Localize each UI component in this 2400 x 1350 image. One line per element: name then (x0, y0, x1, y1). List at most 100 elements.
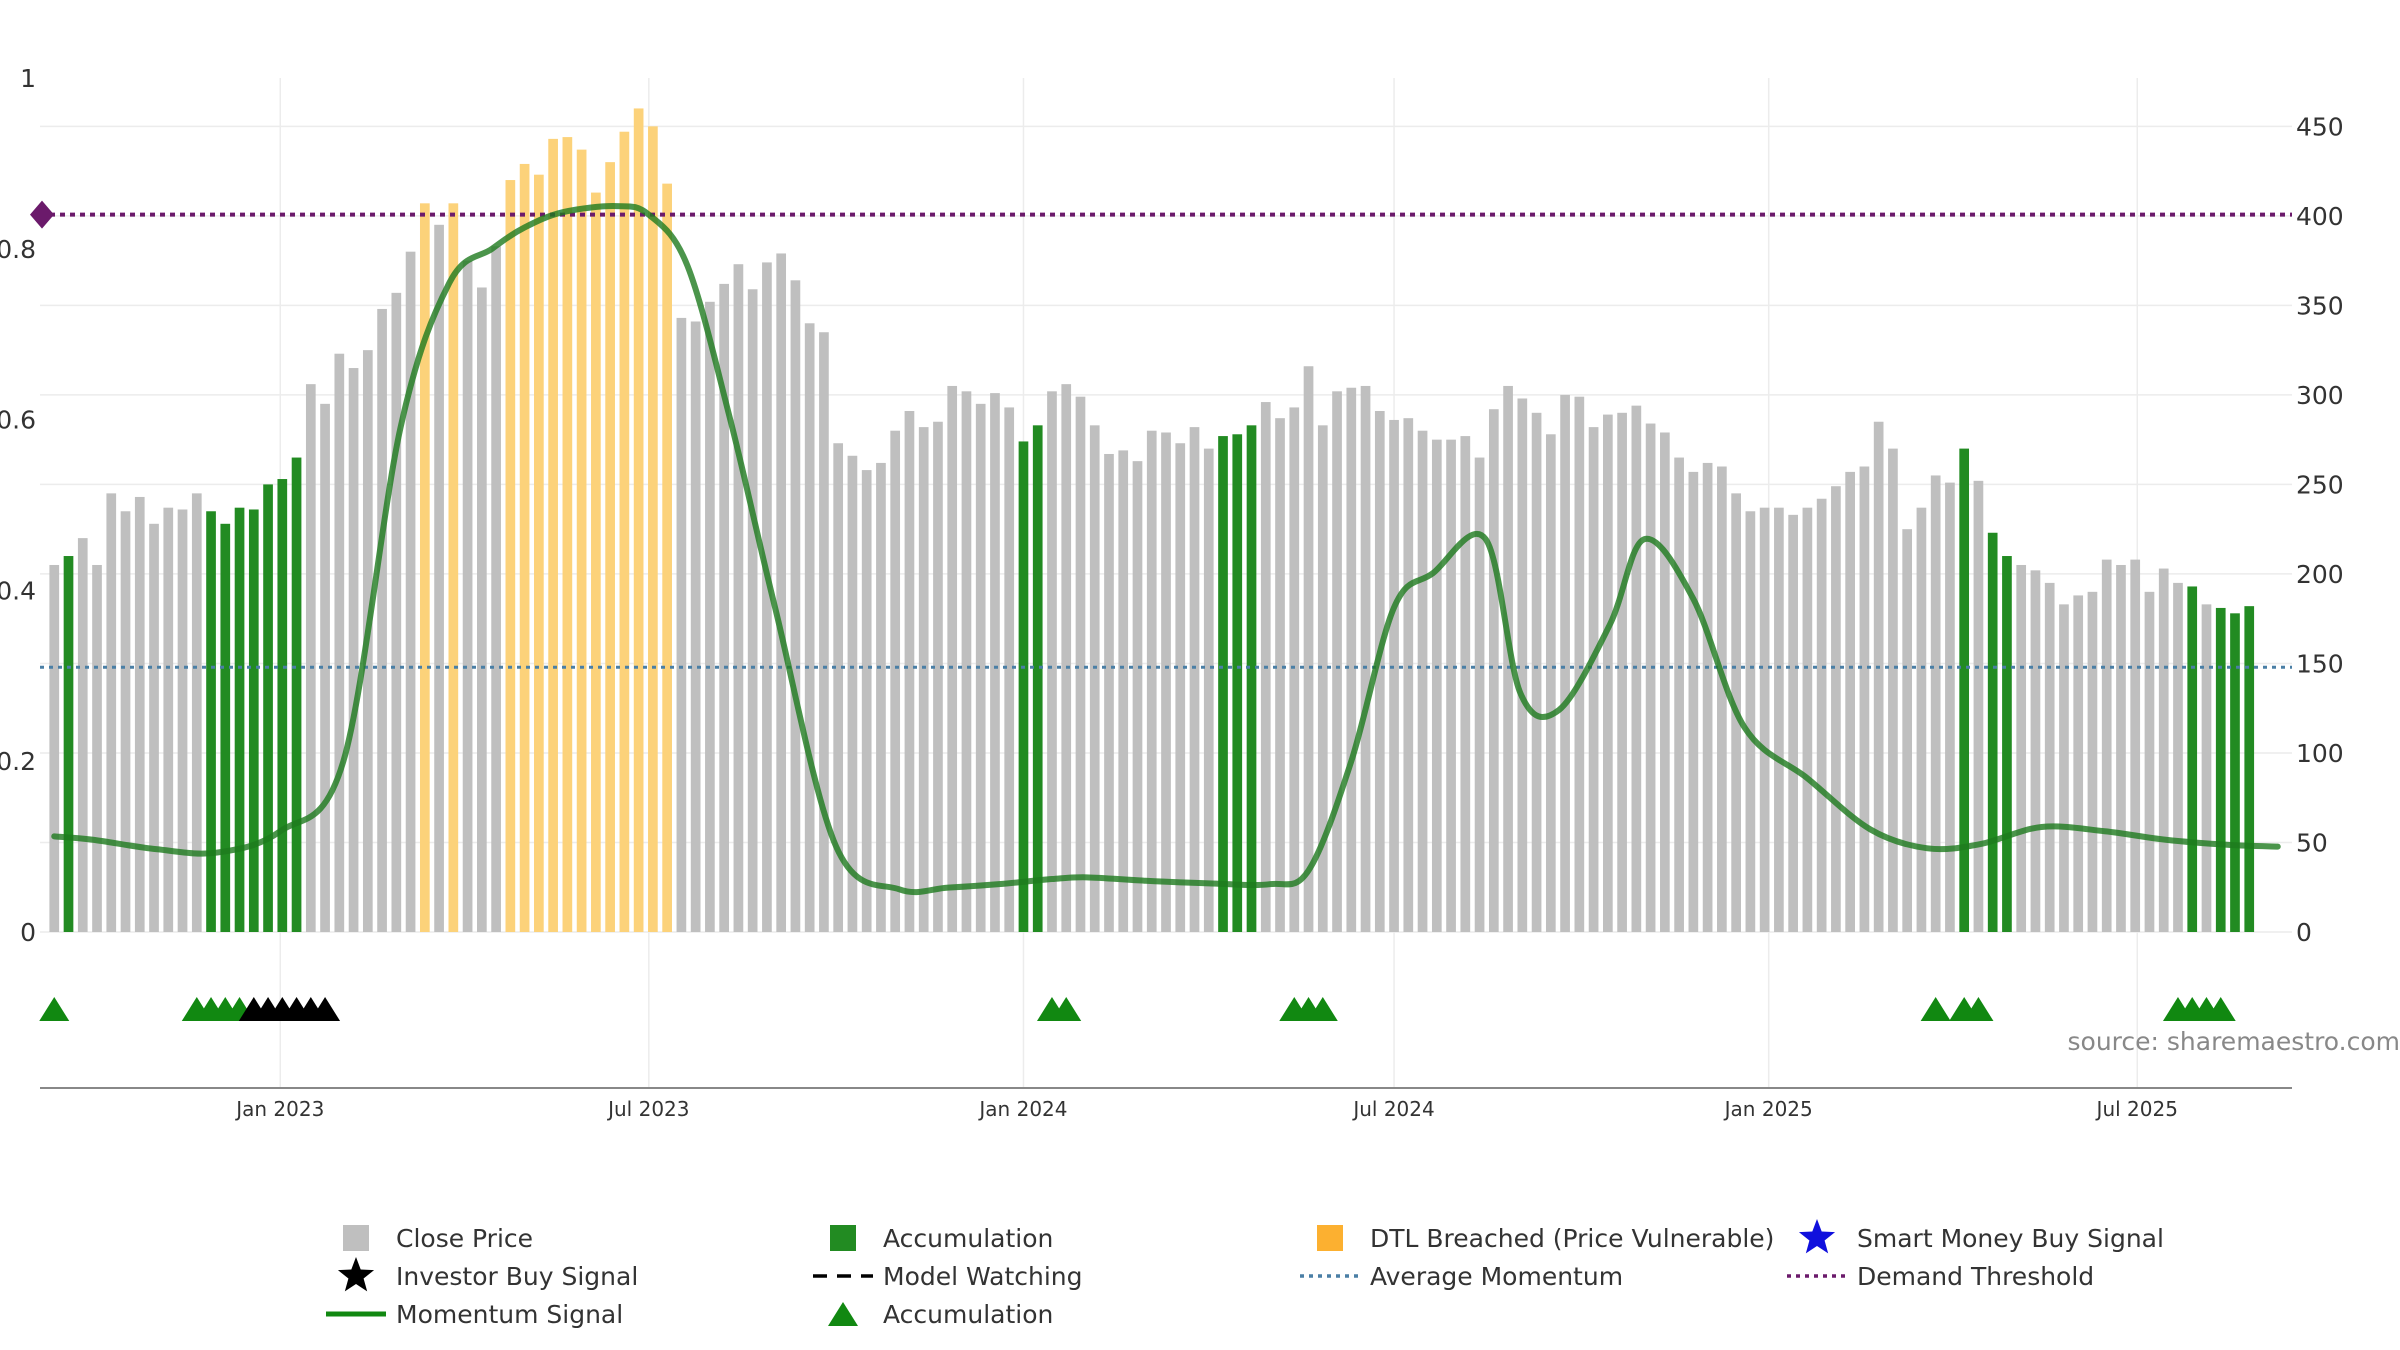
close-price-bar (1417, 430, 1428, 932)
close-price-bar (2116, 564, 2126, 932)
legend-item: Investor Buy Signal (337, 1257, 638, 1292)
close-price-bar (49, 564, 60, 932)
right-axis-tick-label: 350 (2296, 291, 2344, 320)
close-price-bar (2130, 559, 2141, 932)
legend-label: Accumulation (883, 1300, 1053, 1329)
close-price-bar (1902, 529, 1913, 932)
close-price-bar (1175, 443, 1186, 932)
close-price-bar (1560, 394, 1570, 933)
legend-item: Model Watching (813, 1262, 1083, 1291)
right-axis-tick-label: 150 (2296, 649, 2344, 678)
close-price-bar (391, 292, 402, 932)
legend-swatch (830, 1225, 856, 1251)
left-axis-tick-label: 0.2 (0, 747, 36, 776)
close-price-bar (747, 289, 758, 932)
close-price-bar (1346, 387, 1357, 932)
close-price-bar (120, 511, 131, 932)
demand-threshold-marker (30, 200, 54, 229)
close-price-bar (1717, 466, 1727, 932)
close-price-bar (1203, 448, 1214, 932)
legend-label: Close Price (396, 1224, 533, 1253)
accumulation-bar (220, 523, 231, 932)
close-price-bar (1289, 407, 1300, 933)
x-axis-tick-label: Jan 2024 (977, 1097, 1067, 1121)
legend-swatch (343, 1225, 369, 1251)
close-price-bar (1047, 391, 1057, 932)
legend-star-icon (1798, 1219, 1836, 1254)
close-price-bar (947, 385, 958, 933)
close-price-bar (2016, 564, 2027, 932)
x-axis-tick-label: Jan 2025 (1723, 1097, 1813, 1121)
legend: Close Price Accumulation DTL Breached (Pri… (326, 1219, 2164, 1329)
left-axis-tick-label: 0.6 (0, 406, 36, 435)
close-price-bar (1004, 407, 1015, 933)
close-price-bar (1888, 448, 1898, 932)
close-price-bar (1545, 434, 1556, 932)
close-price-bar (2201, 604, 2212, 932)
legend-item: Average Momentum (1300, 1262, 1623, 1291)
momentum-signal (51, 203, 2281, 896)
close-price-bar (904, 411, 915, 932)
accumulation-marker (39, 997, 70, 1021)
close-price-bar (1645, 423, 1656, 932)
accumulation-bar (1218, 436, 1228, 932)
close-price-bar (1446, 439, 1456, 932)
close-price-bar (1317, 425, 1328, 932)
watermark: source: sharemaestro.com (2068, 1027, 2400, 1056)
close-price-bar (1275, 418, 1285, 932)
accumulation-marker (2205, 997, 2236, 1021)
dtl-breached-bar (605, 162, 615, 933)
close-price-bar (163, 507, 174, 932)
close-price-bar (876, 462, 886, 932)
dtl-breached-bar (619, 131, 630, 932)
right-axis-tick-label: 450 (2296, 112, 2344, 141)
close-price-bar (334, 353, 345, 933)
accumulation-bar (206, 511, 216, 932)
dtl-breached-bar (419, 203, 430, 932)
close-price-bar (491, 246, 501, 932)
close-price-bar (975, 403, 986, 932)
accumulation-bar (291, 457, 302, 932)
accumulation-bar (277, 479, 288, 932)
close-price-bar (1603, 414, 1613, 932)
legend-item: DTL Breached (Price Vulnerable) (1317, 1224, 1774, 1253)
legend-item: Accumulation (830, 1224, 1053, 1253)
close-price-bar (1146, 430, 1157, 932)
x-axis-tick-label: Jul 2023 (606, 1097, 689, 1121)
dtl-breached-bar (562, 137, 573, 932)
accumulation-bar (1246, 425, 1257, 932)
accumulation-bar (2215, 607, 2226, 932)
accumulation-bar (1032, 425, 1043, 932)
right-axis-tick-label: 400 (2296, 202, 2344, 231)
close-price-bar (1631, 405, 1642, 932)
close-price-bar (1474, 457, 1485, 932)
close-price-bar (1061, 384, 1072, 932)
close-price-bar (676, 317, 687, 933)
close-price-bar (405, 251, 416, 933)
close-price-bar (790, 280, 801, 932)
close-price-bar (1660, 432, 1670, 932)
close-price-bar (1702, 462, 1713, 932)
close-price-bar (2173, 582, 2183, 932)
close-price-bar (1930, 475, 1941, 932)
close-price-bar (1688, 471, 1699, 932)
close-price-bar (2044, 582, 2055, 932)
close-price-bar (348, 368, 359, 933)
close-price-bar (733, 264, 744, 933)
close-price-bar (918, 427, 929, 932)
accumulation-marker (1920, 997, 1951, 1021)
close-price-bar (776, 253, 787, 932)
close-price-bar (149, 523, 159, 932)
legend-swatch (1317, 1225, 1343, 1251)
close-price-bar (1460, 436, 1471, 932)
momentum-signal-line (51, 203, 2281, 896)
close-price-bar (690, 321, 701, 932)
accumulation-bar (1232, 434, 1243, 932)
accumulation-bar (263, 484, 273, 932)
legend-item: Smart Money Buy Signal (1798, 1219, 2164, 1254)
close-price-bar (1189, 427, 1200, 932)
close-price-bar (1745, 511, 1756, 932)
close-price-bar (804, 323, 815, 933)
